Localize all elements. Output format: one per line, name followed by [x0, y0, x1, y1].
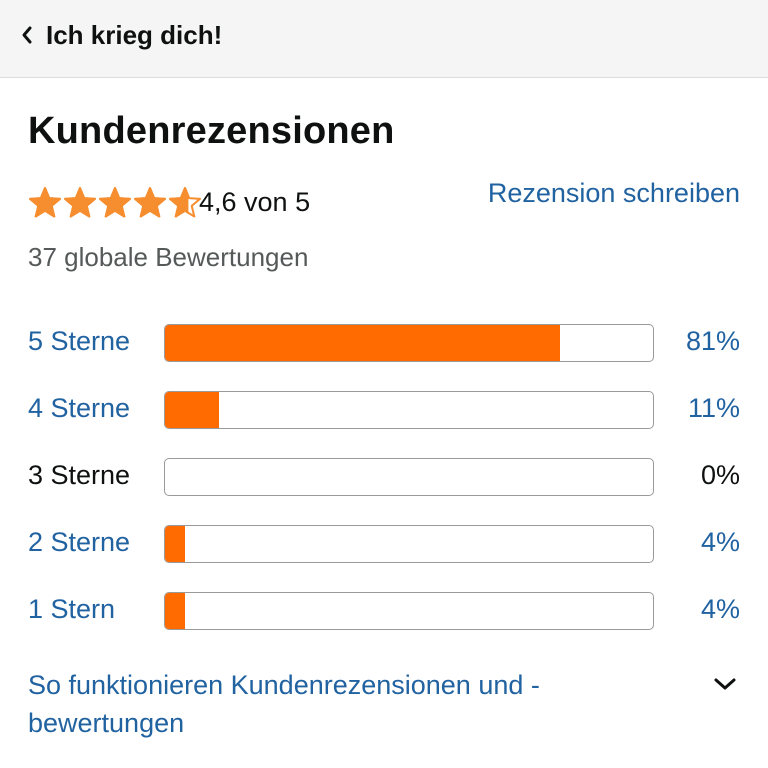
histogram-bar[interactable] [164, 525, 654, 563]
chevron-down-icon[interactable] [712, 676, 738, 692]
histogram-label[interactable]: 4 Sterne [28, 393, 131, 423]
how-reviews-work-link[interactable]: So funktionieren Kundenrezensionen und -… [28, 670, 540, 738]
histogram-row-2[interactable]: 2 Sterne 4% [0, 523, 768, 565]
histogram-percent[interactable]: 4% [700, 527, 740, 557]
histogram-percent[interactable]: 11% [687, 393, 740, 423]
histogram-bar[interactable] [164, 324, 654, 362]
histogram-row-3: 3 Sterne 0% [0, 456, 768, 498]
star-rating [28, 186, 202, 220]
histogram-label[interactable]: 1 Stern [28, 594, 116, 624]
star-icon [29, 187, 61, 218]
star-icon [99, 187, 131, 218]
histogram-percent[interactable]: 4% [700, 594, 740, 624]
average-rating-text: 4,6 von 5 [199, 187, 311, 217]
star-icon [64, 187, 96, 218]
star-icon [134, 187, 166, 218]
product-title: Ich krieg dich! [46, 19, 223, 50]
histogram-bar-fill [165, 392, 219, 428]
back-button[interactable]: Ich krieg dich! [20, 14, 222, 56]
histogram-bar[interactable] [164, 391, 654, 429]
histogram-percent[interactable]: 81% [685, 326, 740, 356]
histogram-row-1[interactable]: 1 Stern 4% [0, 590, 768, 632]
histogram-label[interactable]: 5 Sterne [28, 326, 131, 356]
histogram-label: 3 Sterne [28, 460, 131, 490]
histogram-bar [164, 458, 654, 496]
histogram-bar-fill [165, 325, 561, 361]
histogram-bar[interactable] [164, 592, 654, 630]
histogram-percent: 0% [700, 460, 740, 490]
histogram-label[interactable]: 2 Sterne [28, 527, 131, 557]
histogram-row-5[interactable]: 5 Sterne 81% [0, 322, 768, 364]
write-review-link[interactable]: Rezension schreiben [487, 178, 740, 208]
histogram-bar-fill [165, 593, 185, 629]
chevron-left-icon [20, 25, 34, 45]
top-nav-bar: Ich krieg dich! [0, 0, 768, 78]
section-title: Kundenrezensionen [28, 110, 395, 152]
histogram-row-4[interactable]: 4 Sterne 11% [0, 389, 768, 431]
histogram-bar-fill [165, 526, 185, 562]
global-ratings-count: 37 globale Bewertungen [28, 242, 309, 272]
star-icon [169, 187, 201, 218]
